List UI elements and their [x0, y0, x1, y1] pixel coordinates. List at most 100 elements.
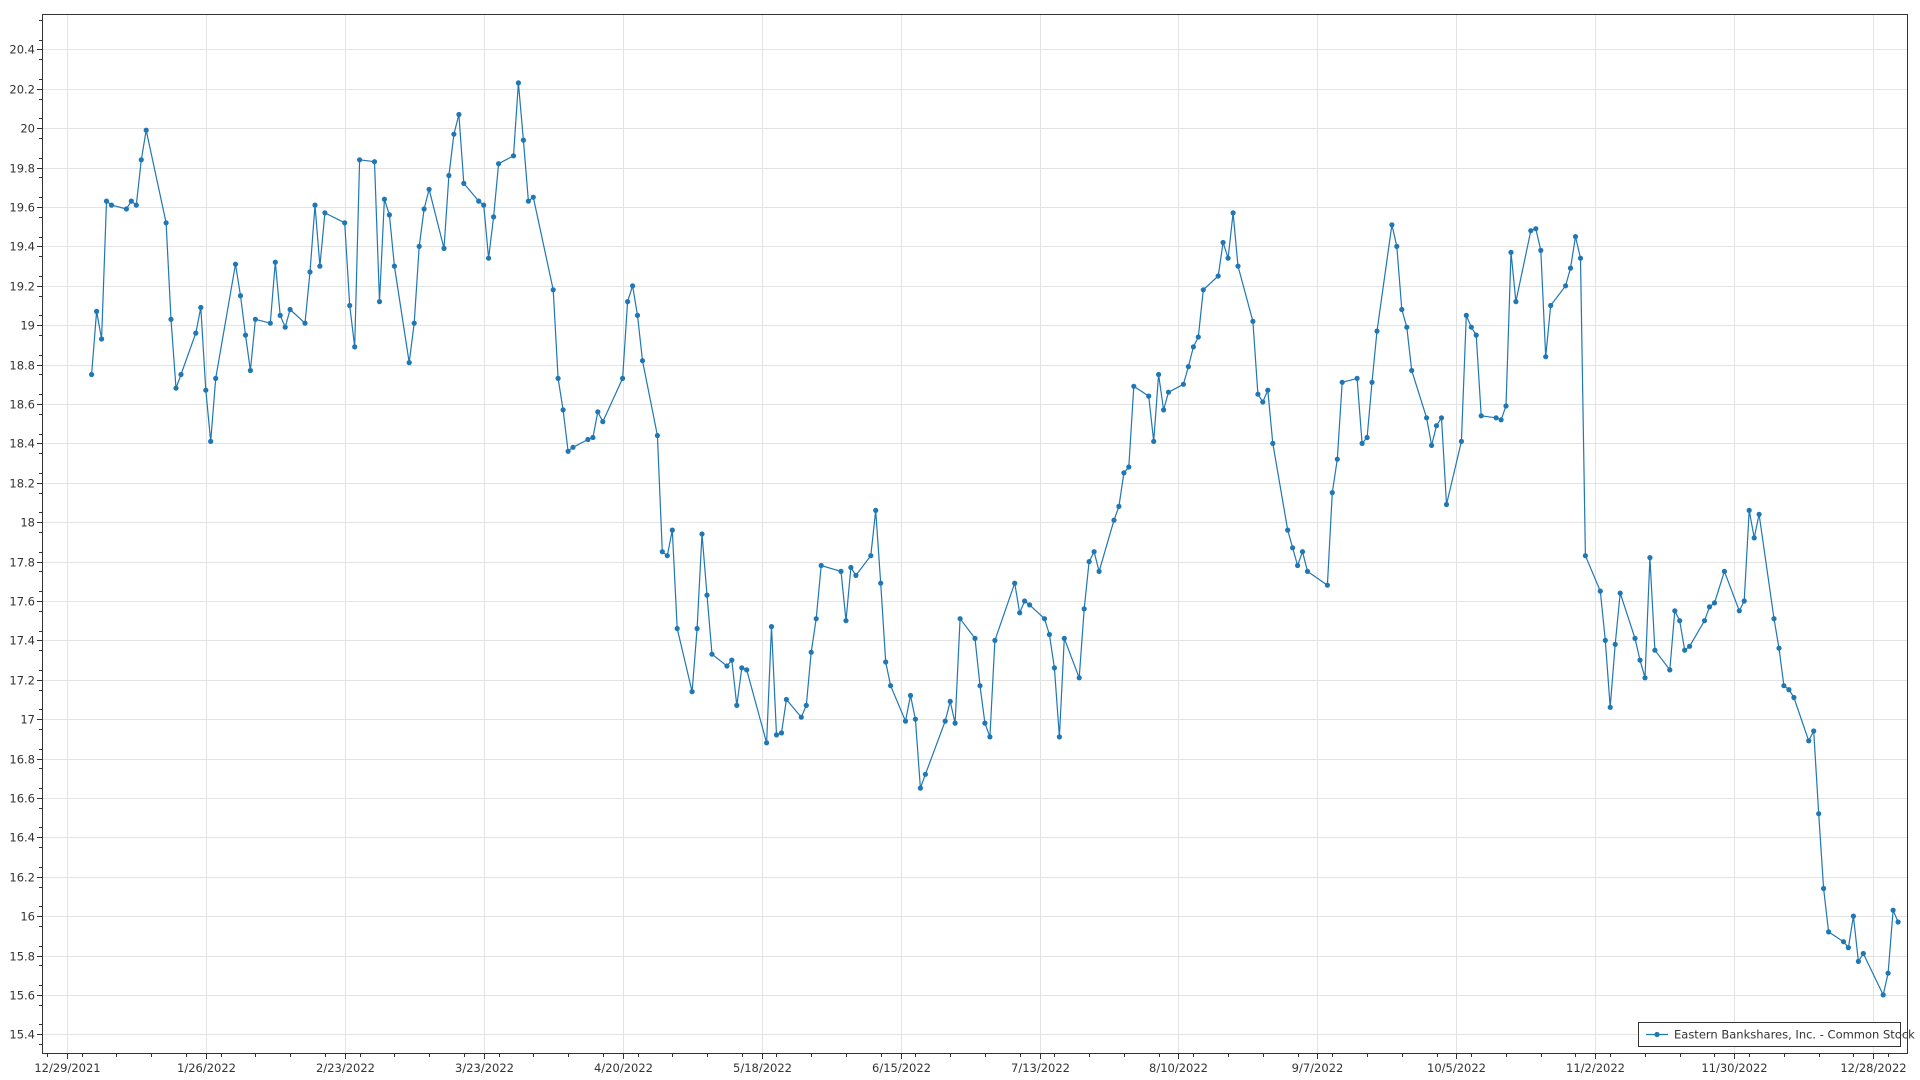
y-tick-label: 16 — [20, 910, 35, 924]
x-tick-label: 8/10/2022 — [1149, 1061, 1208, 1075]
y-tick-label: 19.6 — [9, 201, 35, 215]
data-point — [1617, 590, 1623, 596]
data-point — [1438, 415, 1445, 421]
data-point — [1478, 413, 1484, 419]
data-point — [1687, 643, 1693, 649]
data-point — [1567, 265, 1574, 271]
data-point — [1706, 604, 1713, 610]
data-point — [1528, 228, 1534, 234]
data-point — [451, 131, 457, 137]
data-point — [461, 180, 467, 186]
data-point — [1399, 306, 1405, 313]
data-point — [1046, 631, 1052, 638]
data-point — [1855, 958, 1861, 965]
data-point — [654, 432, 661, 439]
data-point — [739, 665, 745, 671]
data-point — [416, 243, 422, 249]
x-tick-label: 10/5/2022 — [1427, 1061, 1486, 1075]
data-point — [1826, 929, 1832, 935]
data-point — [982, 720, 988, 726]
x-tick-label: 5/18/2022 — [733, 1061, 792, 1075]
data-point — [277, 312, 283, 318]
data-point — [1498, 417, 1504, 423]
data-point — [247, 367, 253, 374]
data-point — [232, 261, 239, 267]
data-point — [620, 375, 626, 381]
data-point — [1711, 600, 1718, 606]
data-point — [1468, 324, 1474, 330]
legend-entry-label: Eastern Bankshares, Inc. - Common Stock — [1674, 1028, 1915, 1042]
data-point — [1364, 434, 1370, 441]
y-tick-label: 20.4 — [9, 43, 35, 57]
data-point — [173, 385, 179, 391]
data-point — [1607, 704, 1613, 710]
data-point — [1354, 375, 1360, 381]
x-tick-label: 12/28/2022 — [1840, 1061, 1906, 1075]
y-tick-label: 16.2 — [9, 871, 35, 885]
data-point — [282, 324, 288, 330]
data-point — [481, 202, 487, 208]
data-point — [1131, 383, 1137, 389]
legend: Eastern Bankshares, Inc. - Common Stock — [1638, 1022, 1915, 1047]
data-point — [1081, 606, 1087, 612]
data-point — [1339, 379, 1345, 385]
data-point — [1012, 580, 1018, 586]
data-point — [1151, 438, 1157, 444]
data-point — [138, 157, 144, 163]
data-point — [1051, 665, 1057, 671]
data-point — [1572, 234, 1579, 240]
data-point — [1156, 371, 1162, 378]
x-tick-label: 12/29/2021 — [34, 1061, 100, 1075]
data-point — [565, 448, 571, 454]
data-point — [987, 734, 993, 740]
data-point — [843, 618, 849, 624]
data-point — [1126, 464, 1132, 470]
data-point — [252, 316, 258, 322]
data-point — [386, 212, 392, 218]
data-point — [99, 336, 105, 342]
data-point — [902, 718, 909, 724]
data-point — [1543, 354, 1549, 360]
data-point — [441, 245, 447, 251]
data-point — [798, 714, 804, 720]
data-point — [585, 436, 591, 443]
data-point — [1091, 549, 1097, 555]
data-point — [1458, 438, 1464, 444]
y-tick-label: 17.2 — [9, 674, 35, 688]
data-point — [371, 159, 378, 165]
gridlines — [42, 14, 1908, 1054]
data-point — [1746, 507, 1752, 513]
y-tick-label: 16.6 — [9, 792, 35, 806]
data-point — [1736, 608, 1742, 614]
data-point — [1235, 263, 1241, 269]
data-point — [1165, 389, 1172, 395]
data-point — [1260, 399, 1266, 405]
data-point — [1741, 598, 1747, 604]
data-point — [108, 202, 115, 208]
data-point — [1786, 687, 1792, 693]
data-point — [992, 637, 998, 644]
data-point — [168, 316, 174, 322]
x-tick-label: 1/26/2022 — [177, 1061, 236, 1075]
data-point — [1463, 312, 1469, 318]
data-point — [1076, 675, 1082, 681]
data-point — [694, 625, 700, 632]
data-point — [1548, 302, 1554, 309]
data-point — [1200, 287, 1206, 293]
data-point — [530, 194, 536, 200]
data-point — [977, 683, 983, 689]
data-point — [1791, 694, 1797, 701]
data-point — [1195, 334, 1201, 340]
y-tick-label: 18.6 — [9, 398, 35, 412]
data-point — [1329, 490, 1335, 496]
data-point — [476, 198, 482, 204]
data-point — [1285, 527, 1291, 533]
data-point — [421, 206, 427, 212]
x-tick-label: 7/13/2022 — [1011, 1061, 1070, 1075]
data-point — [1597, 588, 1603, 594]
data-point — [912, 716, 919, 722]
data-point — [1225, 255, 1231, 261]
data-point — [813, 616, 819, 622]
data-point — [1121, 470, 1127, 476]
